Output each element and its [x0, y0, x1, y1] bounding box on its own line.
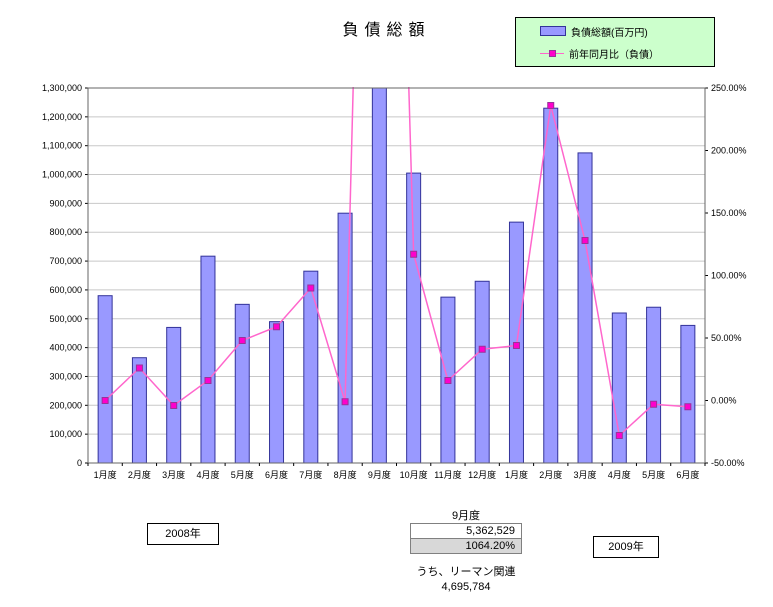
bar-swatch-icon [540, 26, 566, 36]
svg-text:4月度: 4月度 [196, 469, 219, 480]
svg-text:1,200,000: 1,200,000 [42, 112, 82, 122]
bar[interactable] [337, 212, 353, 464]
callout-note-value: 4,695,784 [441, 581, 491, 593]
svg-text:8月度: 8月度 [334, 469, 357, 480]
svg-text:-50.00%: -50.00% [711, 458, 745, 468]
legend-line-label: 前年同月比（負債） [569, 49, 659, 61]
line-marker[interactable] [307, 284, 315, 292]
svg-text:300,000: 300,000 [49, 371, 82, 381]
svg-text:50.00%: 50.00% [711, 333, 742, 343]
bar[interactable] [680, 324, 696, 464]
line-marker[interactable] [478, 345, 486, 353]
svg-text:1,300,000: 1,300,000 [42, 83, 82, 93]
line-marker[interactable] [650, 400, 658, 408]
line-marker[interactable] [204, 377, 212, 384]
year-label-2008: 2008年 [147, 523, 219, 545]
svg-text:9月度: 9月度 [368, 469, 391, 480]
svg-text:400,000: 400,000 [49, 343, 82, 353]
bar[interactable] [97, 295, 113, 464]
svg-text:200,000: 200,000 [49, 400, 82, 410]
svg-text:2月度: 2月度 [539, 469, 562, 480]
svg-text:10月度: 10月度 [400, 469, 428, 480]
svg-text:0.00%: 0.00% [711, 396, 737, 406]
chart-title: 負債総額 [342, 22, 431, 39]
year-label-2009: 2009年 [593, 536, 659, 558]
svg-text:200.00%: 200.00% [711, 146, 747, 156]
bar-series [97, 87, 696, 464]
svg-text:4月度: 4月度 [608, 469, 631, 480]
line-marker[interactable] [512, 342, 520, 349]
svg-text:900,000: 900,000 [49, 198, 82, 208]
svg-text:150.00%: 150.00% [711, 208, 747, 218]
bar[interactable] [611, 312, 627, 464]
bar[interactable] [406, 172, 422, 464]
svg-text:6月度: 6月度 [265, 469, 288, 480]
callout-month-label: 9月度 [451, 510, 481, 522]
line-marker[interactable] [581, 237, 589, 244]
line-marker[interactable] [273, 323, 281, 331]
svg-text:2月度: 2月度 [128, 469, 151, 480]
line-marker[interactable] [135, 364, 143, 372]
svg-text:3月度: 3月度 [162, 469, 185, 480]
bar[interactable] [303, 270, 319, 464]
line-series [101, 87, 692, 439]
svg-text:500,000: 500,000 [49, 314, 82, 324]
bar[interactable] [646, 306, 662, 464]
chart-plot: 0 100,000 200,000 300,000 400,000 500,000 600,… [42, 83, 747, 480]
callout-value: 5,362,529 [410, 523, 522, 539]
bar[interactable] [543, 107, 559, 464]
svg-text:1月度: 1月度 [505, 469, 528, 480]
bar[interactable] [200, 255, 216, 464]
legend[interactable]: 負債総額(百万円) 前年同月比（負債） [515, 17, 715, 67]
svg-text:0: 0 [77, 458, 82, 468]
line-marker[interactable] [170, 402, 178, 409]
svg-text:100,000: 100,000 [49, 429, 82, 439]
legend-bar-label: 負債総額(百万円) [571, 27, 648, 39]
svg-text:1,100,000: 1,100,000 [42, 141, 82, 151]
svg-text:1,000,000: 1,000,000 [42, 170, 82, 180]
svg-text:3月度: 3月度 [574, 469, 597, 480]
callout-box: 5,362,529 1064.20% [410, 523, 522, 554]
line-marker[interactable] [684, 403, 692, 411]
bar[interactable] [371, 87, 387, 464]
line-marker[interactable] [341, 398, 349, 406]
legend-item-bar: 負債総額(百万円) [516, 24, 714, 39]
svg-text:1月度: 1月度 [94, 469, 117, 480]
callout-note: うち、リーマン関連 [416, 566, 516, 578]
bar[interactable] [269, 321, 285, 464]
line-marker-icon [540, 49, 564, 58]
category-axis: 1月度 2月度 3月度 4月度 5月度 6月度 7月度 8月度 9月度 10月度 11月度 12月度 1… [87, 463, 706, 480]
line-marker[interactable] [238, 337, 246, 344]
svg-text:12月度: 12月度 [468, 469, 496, 480]
right-axis: -50.00% 0.00% 50.00% 100.00% 150.00% 200.00% 2… [705, 83, 747, 468]
svg-text:6月度: 6月度 [676, 469, 699, 480]
line-marker[interactable] [444, 377, 452, 384]
svg-text:11月度: 11月度 [434, 469, 461, 480]
svg-text:600,000: 600,000 [49, 285, 82, 295]
bar[interactable] [166, 326, 182, 464]
svg-text:250.00%: 250.00% [711, 83, 747, 93]
line-marker[interactable] [410, 250, 418, 258]
legend-item-line: 前年同月比（負債） [516, 46, 714, 61]
svg-text:5月度: 5月度 [231, 469, 254, 480]
line-marker[interactable] [101, 397, 109, 404]
bar[interactable] [234, 303, 250, 464]
line-marker[interactable] [547, 102, 555, 109]
left-axis: 0 100,000 200,000 300,000 400,000 500,000 600,… [42, 83, 88, 468]
legend-marker-swatch [549, 49, 556, 57]
svg-text:5月度: 5月度 [642, 469, 665, 480]
svg-text:7月度: 7月度 [299, 469, 322, 480]
callout-percent: 1064.20% [410, 539, 522, 554]
line-marker[interactable] [615, 432, 623, 439]
bar[interactable] [474, 280, 490, 464]
svg-text:800,000: 800,000 [49, 227, 82, 237]
svg-text:700,000: 700,000 [49, 256, 82, 266]
svg-text:100.00%: 100.00% [711, 271, 747, 281]
bar[interactable] [577, 152, 593, 464]
